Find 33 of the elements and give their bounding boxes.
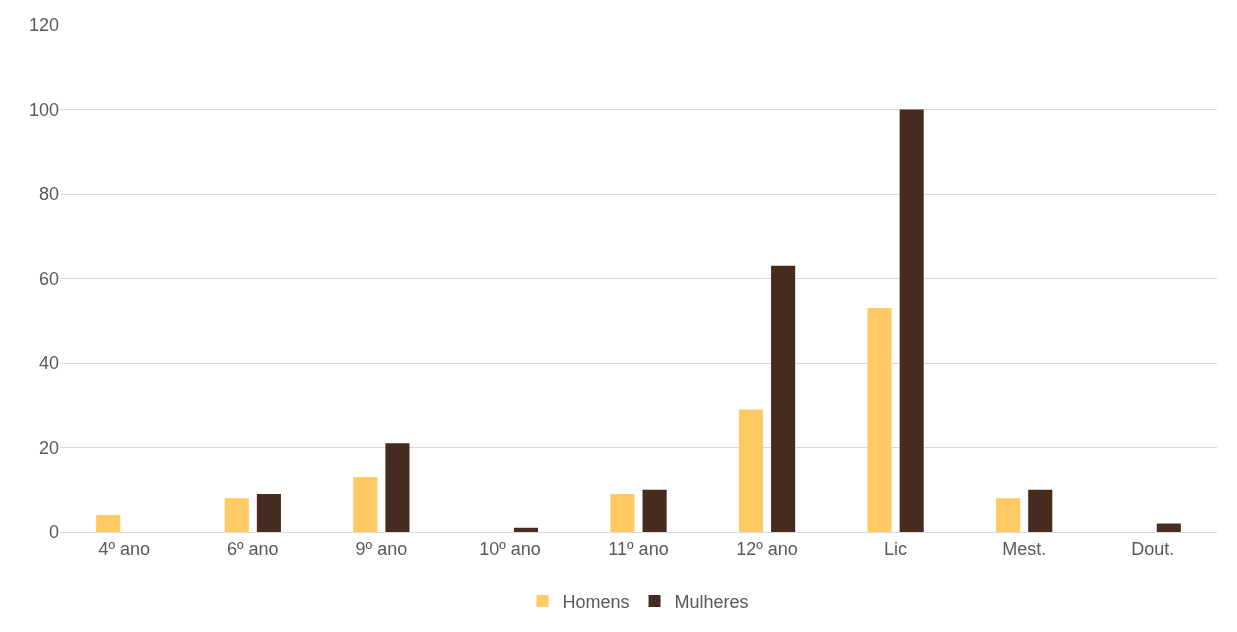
x-tick-label: 11º ano <box>608 538 669 559</box>
y-tick-label: 20 <box>38 437 59 458</box>
x-tick-label: Mest. <box>1002 538 1047 559</box>
legend-label: Homens <box>562 591 630 612</box>
x-tick-label: 9º ano <box>355 538 408 559</box>
bar <box>96 515 121 532</box>
bar <box>899 109 924 532</box>
y-tick-label: 40 <box>38 353 59 374</box>
x-tick-label: Dout. <box>1131 538 1175 559</box>
y-tick-label: 0 <box>48 522 59 543</box>
y-tick-label: 100 <box>28 99 59 120</box>
y-tick-label: 60 <box>38 268 59 289</box>
legend-label: Mulheres <box>674 591 749 612</box>
bar <box>738 409 764 532</box>
bar <box>353 477 378 532</box>
x-tick-label: 6º ano <box>227 538 279 559</box>
bar <box>771 265 796 532</box>
bar <box>610 493 635 532</box>
x-tick-label: 10º ano <box>479 538 541 559</box>
x-tick-label: 4º ano <box>98 538 151 559</box>
bar <box>1156 523 1181 532</box>
bar <box>224 498 249 532</box>
x-tick-label: Lic <box>884 538 908 559</box>
bar <box>1028 489 1053 532</box>
bar <box>867 308 892 532</box>
bar <box>642 489 667 532</box>
bar <box>513 527 539 532</box>
y-tick-label: 80 <box>38 184 59 205</box>
y-tick-label: 120 <box>28 15 59 36</box>
bar <box>385 443 410 532</box>
bar <box>256 493 281 532</box>
bar <box>996 498 1021 532</box>
x-tick-label: 12º ano <box>736 538 798 559</box>
